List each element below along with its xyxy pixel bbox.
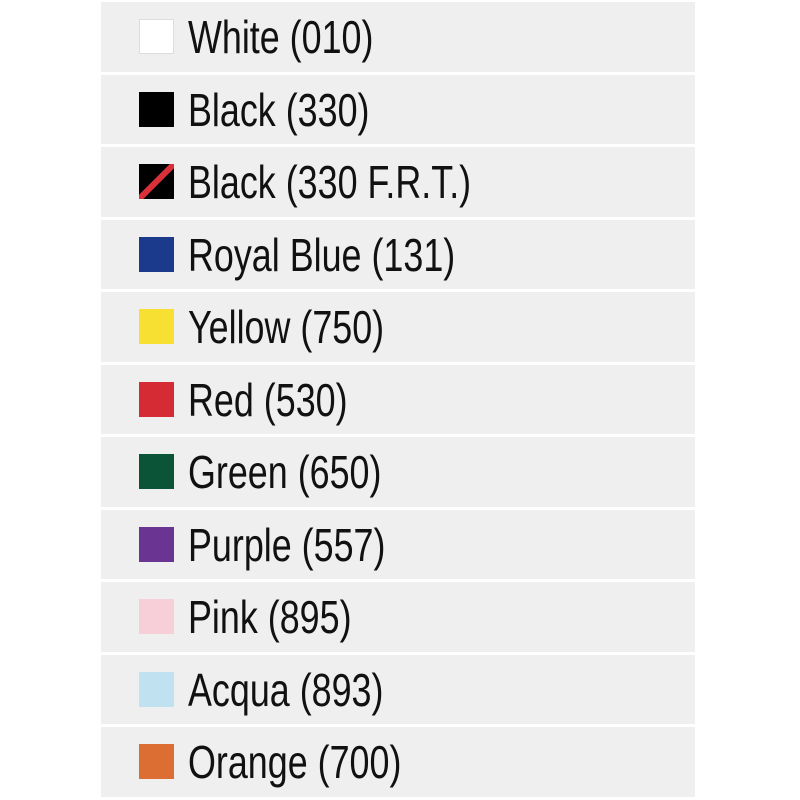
color-row: White (010) [101,2,695,72]
color-swatch [139,381,174,417]
color-label: Green (650) [188,446,382,498]
color-row: Black (330) [101,74,695,144]
color-swatch [139,599,174,634]
color-swatch [139,309,174,344]
color-swatch [139,454,174,489]
color-swatch [139,19,174,54]
color-row: Green (650) [101,437,695,507]
color-label: Purple (557) [188,518,386,571]
color-row: Black (330 F.R.T.) [101,147,695,217]
color-row: Purple (557) [101,509,695,579]
color-label: Yellow (750) [188,301,385,353]
color-swatch [139,671,174,707]
color-list: White (010) Black (330) Black (330 F.R.T.)… [101,2,695,800]
color-label: White (010) [188,11,374,63]
color-row: Pink (895) [101,582,695,652]
color-row: Royal Blue (131) [101,219,695,289]
color-label: Royal Blue (131) [188,228,456,281]
color-label: Black (330 F.R.T.) [188,156,472,208]
color-row: Red (530) [101,364,695,434]
color-swatch [139,164,174,199]
color-swatch [139,526,174,562]
color-swatch [139,91,174,127]
color-swatch [139,744,174,779]
color-label: Acqua (893) [188,663,384,716]
color-row: Acqua (893) [101,654,695,724]
color-label: Pink (895) [188,591,352,643]
color-row: Orange (700) [101,727,695,797]
color-swatch [139,236,174,272]
color-label: Red (530) [188,373,348,426]
color-label: Black (330) [188,83,370,136]
color-label: Orange (700) [188,736,402,788]
color-row: Yellow (750) [101,292,695,362]
